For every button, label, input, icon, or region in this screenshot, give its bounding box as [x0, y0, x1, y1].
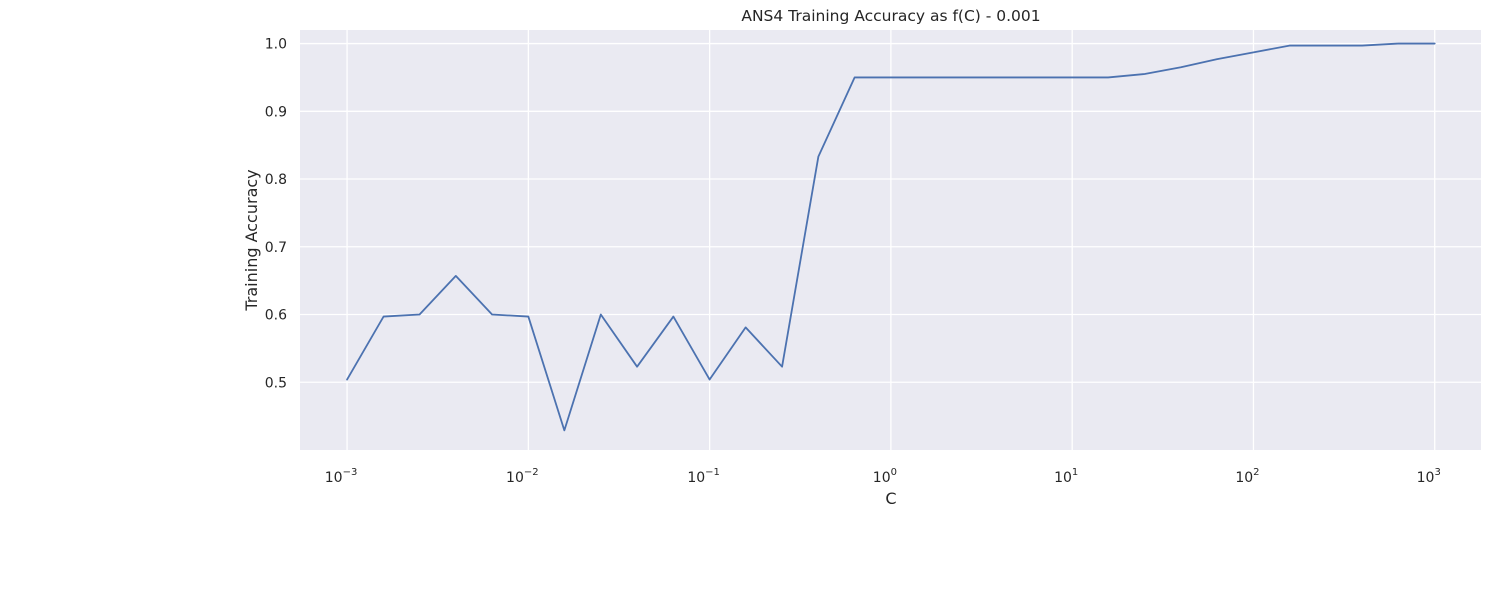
x-axis-title: C	[885, 489, 896, 508]
x-tick-base: 10	[1235, 470, 1253, 486]
x-tick-exponent: 3	[1434, 467, 1440, 478]
x-tick-label: 102	[1235, 467, 1259, 486]
x-tick-exponent: −1	[705, 467, 720, 478]
x-tick-base: 10	[687, 470, 705, 486]
x-tick-exponent: 0	[891, 467, 897, 478]
x-grid	[346, 30, 1436, 450]
chart-title: ANS4 Training Accuracy as f(C) - 0.001	[741, 7, 1040, 25]
x-tick-label: 10−1	[687, 467, 720, 486]
x-tick-exponent: −2	[524, 467, 539, 478]
x-tick-exponent: −3	[343, 467, 358, 478]
x-tick-base: 10	[873, 470, 891, 486]
y-tick-labels: 0.5 0.6 0.7 0.8 0.9 1.0	[265, 37, 287, 392]
x-tick-base: 10	[1054, 470, 1072, 486]
y-axis-title: Training Accuracy	[242, 169, 261, 311]
series-layer	[346, 42, 1436, 432]
x-tick-label: 101	[1054, 467, 1078, 486]
y-tick-label: 0.8	[265, 172, 287, 188]
x-tick-label: 10−2	[506, 467, 539, 486]
x-tick-labels: 10−3 10−2 10−1 100 101 102 103	[325, 467, 1441, 486]
y-tick-label: 0.7	[265, 240, 287, 256]
x-tick-label: 100	[873, 467, 897, 486]
x-tick-base: 10	[1417, 470, 1435, 486]
x-tick-base: 10	[325, 470, 343, 486]
x-tick-label: 10−3	[325, 467, 358, 486]
y-tick-label: 0.6	[265, 308, 287, 324]
series-line	[346, 42, 1436, 432]
y-tick-label: 1.0	[265, 37, 287, 53]
x-tick-exponent: 2	[1253, 467, 1259, 478]
x-tick-base: 10	[506, 470, 524, 486]
y-tick-label: 0.5	[265, 375, 287, 391]
y-tick-label: 0.9	[265, 104, 287, 120]
x-tick-label: 103	[1417, 467, 1441, 486]
x-tick-exponent: 1	[1072, 467, 1078, 478]
